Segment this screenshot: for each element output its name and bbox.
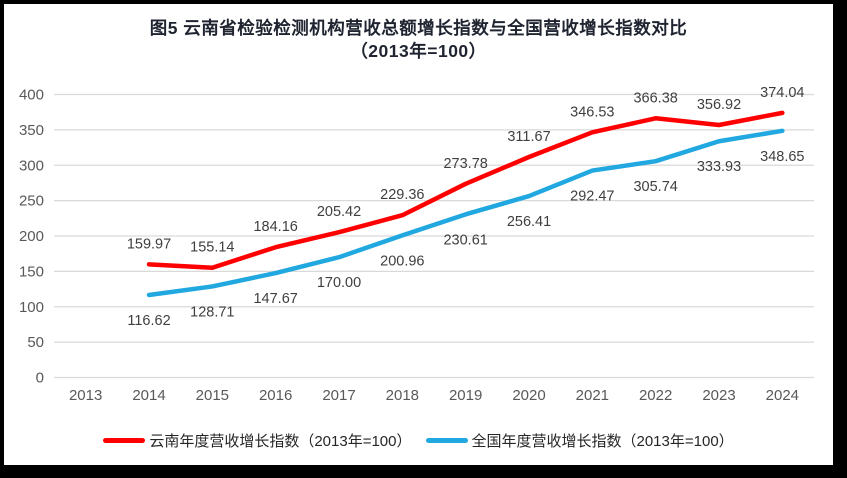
x-axis-tick-label: 2017 bbox=[322, 387, 355, 404]
data-label: 348.65 bbox=[760, 149, 804, 165]
data-label: 230.61 bbox=[443, 232, 487, 248]
x-axis-tick-label: 2020 bbox=[512, 387, 545, 404]
x-axis-tick-label: 2023 bbox=[702, 387, 735, 404]
y-axis-tick-label: 300 bbox=[19, 157, 44, 174]
x-axis-tick-label: 2013 bbox=[69, 387, 102, 404]
data-label: 116.62 bbox=[127, 313, 170, 329]
data-label: 200.96 bbox=[380, 253, 424, 269]
chart-title-line1: 图5 云南省检验检测机构营收总额增长指数与全国营收增长指数对比 bbox=[149, 18, 688, 38]
series-line bbox=[146, 110, 785, 270]
y-axis-tick-label: 350 bbox=[19, 122, 44, 139]
chart-title: 图5 云南省检验检测机构营收总额增长指数与全国营收增长指数对比 （2013年=1… bbox=[4, 17, 833, 63]
x-axis-tick-label: 2022 bbox=[639, 387, 672, 404]
data-label: 256.41 bbox=[507, 214, 551, 230]
data-label: 305.74 bbox=[633, 179, 677, 195]
y-axis-tick-label: 150 bbox=[19, 263, 44, 280]
data-label: 311.67 bbox=[507, 129, 550, 145]
y-axis-tick-label: 250 bbox=[19, 193, 44, 210]
legend-item-national: 全国年度营收增长指数（2013年=100） bbox=[425, 430, 734, 451]
x-axis-tick-label: 2016 bbox=[259, 387, 292, 404]
x-axis-tick-label: 2021 bbox=[576, 387, 609, 404]
chart-title-line2: （2013年=100） bbox=[350, 41, 487, 61]
x-axis-tick-label: 2018 bbox=[386, 387, 419, 404]
x-axis-tick-label: 2014 bbox=[132, 387, 165, 404]
y-axis-tick-label: 200 bbox=[19, 228, 44, 245]
y-axis-tick-label: 50 bbox=[27, 334, 44, 351]
data-label: 170.00 bbox=[317, 275, 361, 291]
x-axis-tick-label: 2019 bbox=[449, 387, 482, 404]
data-label: 229.36 bbox=[380, 187, 424, 203]
series-line bbox=[146, 128, 785, 298]
data-label: 147.67 bbox=[253, 291, 297, 307]
data-label: 374.04 bbox=[760, 85, 804, 101]
data-label: 366.38 bbox=[633, 90, 677, 106]
x-axis-tick-label: 2024 bbox=[766, 387, 799, 404]
data-label: 356.92 bbox=[697, 97, 741, 113]
data-label: 159.97 bbox=[127, 236, 171, 252]
data-label: 184.16 bbox=[253, 219, 297, 235]
x-axis-tick-label: 2015 bbox=[196, 387, 229, 404]
data-label: 128.71 bbox=[190, 304, 234, 320]
legend-swatch-national-line bbox=[425, 438, 468, 443]
data-label: 333.93 bbox=[697, 159, 741, 175]
y-axis-tick-label: 100 bbox=[19, 299, 44, 316]
data-label: 346.53 bbox=[570, 104, 614, 120]
chart-legend: 云南年度营收增长指数（2013年=100） 全国年度营收增长指数（2013年=1… bbox=[4, 430, 833, 451]
data-label: 155.14 bbox=[190, 240, 234, 256]
legend-label-yunnan: 云南年度营收增长指数（2013年=100） bbox=[149, 433, 412, 450]
data-label: 273.78 bbox=[443, 156, 487, 172]
data-label: 205.42 bbox=[317, 204, 361, 220]
y-axis-tick-label: 0 bbox=[36, 370, 44, 387]
legend-item-yunnan: 云南年度营收增长指数（2013年=100） bbox=[103, 430, 412, 451]
data-label: 292.47 bbox=[570, 189, 614, 205]
legend-swatch-yunnan-line bbox=[103, 438, 146, 443]
chart-panel: 0 50 100 150 200 250 300 350 400 2013 2014 2015 2016… bbox=[4, 4, 833, 465]
y-axis-tick-label: 400 bbox=[19, 87, 44, 104]
legend-label-national: 全国年度营收增长指数（2013年=100） bbox=[471, 433, 734, 450]
